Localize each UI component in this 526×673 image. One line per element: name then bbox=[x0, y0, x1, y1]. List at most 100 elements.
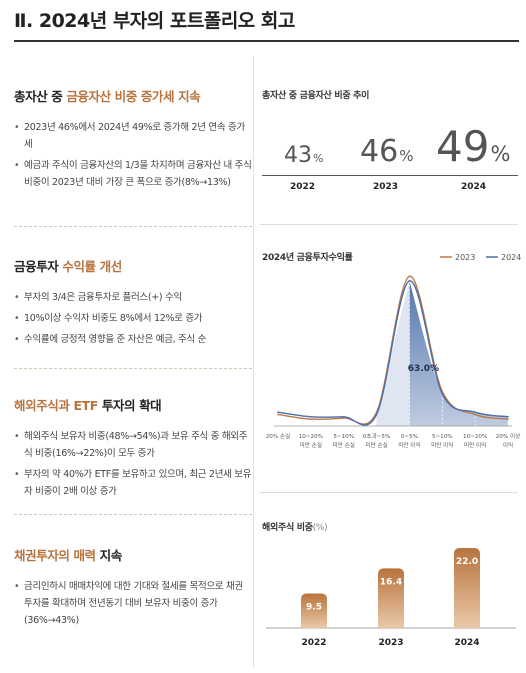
bar-category-label: 2023 bbox=[378, 638, 403, 648]
panel-divider bbox=[260, 492, 518, 493]
x-tick-label: 미만 이익 bbox=[398, 441, 420, 449]
pct-2024: 49% bbox=[436, 122, 510, 171]
x-tick-label: 20% 손실 bbox=[266, 432, 291, 440]
bullet-item: 부자의 3/4은 금융투자로 플러스(+) 수익 bbox=[14, 289, 252, 306]
bullet-item: 금리인하시 매매차익에 대한 기대와 절세를 목적으로 채권 투자를 확대하며 … bbox=[14, 578, 252, 629]
legend-label-2024: 2024 bbox=[501, 253, 521, 262]
pct-value: 43 bbox=[284, 143, 312, 168]
bar-2024 bbox=[454, 548, 480, 628]
returns-chart-title: 2024년 금융투자수익률 bbox=[262, 253, 353, 263]
highlight-text: 금융자산 비중 증가세 지속 bbox=[66, 89, 201, 104]
point-2024 bbox=[507, 415, 509, 418]
bar-value-label: 9.5 bbox=[306, 602, 322, 612]
point-2023 bbox=[310, 418, 312, 420]
year-2023: 2023 bbox=[373, 182, 399, 192]
x-tick-label: 10~20% bbox=[299, 434, 323, 440]
x-tick-label: 미만 이익 bbox=[431, 441, 453, 449]
pct-sign: % bbox=[313, 152, 324, 165]
x-tick-label: 미만 손실 bbox=[365, 441, 387, 449]
bar-value-label: 22.0 bbox=[456, 557, 478, 567]
point-2024 bbox=[310, 415, 312, 418]
area-2024 bbox=[409, 280, 508, 426]
bullet-list: 2023년 46%에서 2024년 49%로 증가해 2년 연속 증가세예금과 … bbox=[14, 119, 252, 191]
section-divider bbox=[14, 514, 252, 515]
legend-label-2023: 2023 bbox=[455, 253, 475, 262]
year-2024: 2024 bbox=[461, 182, 487, 192]
section-foreign-stock-etf: 해외주식과 ETF 투자의 확대 해외주식 보유자 비중(48%→54%)과 보… bbox=[14, 395, 252, 504]
x-tick-label: 미만 손실 bbox=[300, 441, 322, 449]
bar-2023 bbox=[378, 568, 404, 628]
highlight-text: 수익률 개선 bbox=[62, 259, 122, 274]
pct-sign: % bbox=[399, 147, 414, 165]
year-2022: 2022 bbox=[290, 182, 316, 192]
section-title: 해외주식과 ETF 투자의 확대 bbox=[14, 395, 252, 414]
section-title: 금융투자 수익률 개선 bbox=[14, 256, 252, 275]
x-tick-label: 20% 이상 bbox=[496, 432, 521, 440]
bar-category-label: 2024 bbox=[454, 638, 479, 648]
section-investment-returns: 금융투자 수익률 개선 부자의 3/4은 금융투자로 플러스(+) 수익 10%이… bbox=[14, 256, 252, 352]
x-tick-label: 0초과~5% bbox=[363, 432, 390, 440]
x-tick-label: 미만 손실 bbox=[333, 441, 355, 449]
bar-category-label: 2022 bbox=[301, 638, 326, 648]
point-2023 bbox=[507, 418, 509, 420]
bullet-item: 2023년 46%에서 2024년 49%로 증가해 2년 연속 증가세 bbox=[14, 119, 252, 153]
pct-value: 49 bbox=[436, 122, 490, 171]
bullet-item: 10%이상 수익자 비중도 8%에서 12%로 증가 bbox=[14, 310, 252, 327]
point-2024 bbox=[375, 413, 378, 416]
point-2023 bbox=[408, 275, 411, 278]
pct-2023: 46% bbox=[360, 134, 413, 169]
annotation-label: 63.0% bbox=[408, 364, 439, 374]
pct-sign: % bbox=[490, 142, 511, 166]
x-tick-label: 5~10% bbox=[333, 434, 354, 440]
bar-value-label: 16.4 bbox=[380, 577, 402, 587]
foreign-stock-unit: (%) bbox=[312, 523, 328, 533]
title-text: 투자의 확대 bbox=[101, 398, 162, 413]
section-title: 총자산 중 금융자산 비중 증가세 지속 bbox=[14, 86, 252, 105]
foreign-stock-title: 해외주식 비중(%) bbox=[262, 520, 328, 533]
section-title: 채권투자의 매력 지속 bbox=[14, 545, 252, 564]
point-2023 bbox=[474, 413, 476, 416]
bullet-list: 해외주식 보유자 비중(48%→54%)과 보유 주식 중 해외주식 비중(16… bbox=[14, 428, 252, 500]
foreign-stock-chart: 9.5 2022 16.4 2023 22.0 2024 bbox=[266, 548, 516, 648]
page-title: Ⅱ. 2024년 부자의 포트폴리오 회고 bbox=[14, 10, 295, 32]
highlight-text: 해외주식과 ETF bbox=[14, 398, 102, 413]
section-bond-investment: 채권투자의 매력 지속 금리인하시 매매차익에 대한 기대와 절세를 목적으로 … bbox=[14, 545, 252, 633]
series-line-2024 bbox=[277, 280, 509, 426]
area-rise bbox=[376, 280, 410, 426]
point-2024 bbox=[441, 392, 444, 395]
series-line-2023 bbox=[277, 275, 509, 425]
foreign-stock-title-text: 해외주식 비중 bbox=[262, 523, 313, 533]
point-2024 bbox=[342, 415, 345, 418]
x-tick-label: 이익 bbox=[503, 441, 513, 449]
bullet-item: 부자의 약 40%가 ETF를 보유하고 있으며, 최근 2년새 보유자 비중이… bbox=[14, 466, 252, 500]
bullet-list: 금리인하시 매매차익에 대한 기대와 절세를 목적으로 채권 투자를 확대하며 … bbox=[14, 578, 252, 629]
point-2023 bbox=[277, 413, 279, 416]
pct-2022: 43% bbox=[284, 143, 323, 168]
section-divider bbox=[14, 368, 252, 369]
bullet-item: 수익률에 긍정적 영향을 준 자산은 예금, 주식 순 bbox=[14, 331, 252, 348]
x-tick-label: 0~5% bbox=[401, 434, 418, 440]
financial-share-title: 총자산 중 금융자산 비중 추이 bbox=[262, 91, 370, 101]
point-2023 bbox=[342, 417, 345, 419]
pct-baseline bbox=[262, 175, 518, 176]
title-rule bbox=[14, 40, 519, 42]
point-2024 bbox=[277, 411, 279, 413]
bullet-item: 예금과 주식이 금융자산의 1/3을 차지하며 금융자산 내 주식 비중이 20… bbox=[14, 157, 252, 191]
point-2024 bbox=[474, 411, 476, 413]
column-divider bbox=[253, 56, 254, 668]
point-2024 bbox=[408, 280, 411, 282]
highlight-text: 채권투자의 매력 bbox=[14, 548, 100, 563]
bullet-item: 해외주식 보유자 비중(48%→54%)과 보유 주식 중 해외주식 비중(16… bbox=[14, 428, 252, 462]
x-tick-label: 미만 이익 bbox=[464, 441, 486, 449]
title-text: 지속 bbox=[99, 548, 123, 563]
bullet-list: 부자의 3/4은 금융투자로 플러스(+) 수익 10%이상 수익자 비중도 8%… bbox=[14, 289, 252, 348]
returns-chart: 2023 2024 63.0%12.0% 20% 손실 10~20%미만 손실5~1… bbox=[266, 253, 522, 449]
title-text: 금융투자 bbox=[14, 259, 63, 274]
title-text: 총자산 중 bbox=[14, 89, 67, 104]
x-tick-label: 5~10% bbox=[432, 434, 453, 440]
pct-value: 46 bbox=[360, 134, 399, 169]
bar-2022 bbox=[301, 593, 327, 628]
section-divider bbox=[14, 226, 252, 227]
section-financial-assets: 총자산 중 금융자산 비중 증가세 지속 2023년 46%에서 2024년 4… bbox=[14, 86, 252, 195]
annotation-label: 12.0% bbox=[474, 427, 505, 437]
